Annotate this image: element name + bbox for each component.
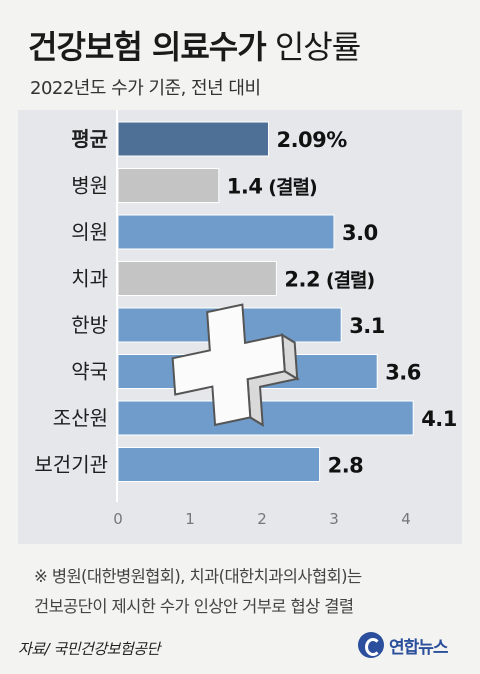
title-strong: 건강보험 의료수가 [28,28,267,66]
value-label: 1.4 [227,175,263,199]
category-label: 조산원 [53,406,108,430]
tick-label: 2 [257,510,267,528]
category-label: 의원 [71,220,108,244]
tick-label: 3 [329,510,339,528]
value-label: 3.1 [349,314,385,338]
tick-label: 0 [113,510,123,528]
chart-panel: 평균 2.09% 병원 1.4 (결렬) 의원 3.0 치과 2.2 (결렬) 한방 3.1 약국 3.6… [18,110,462,544]
chart-subtitle: 2022년도 수가 기준, 전년 대비 [30,78,261,99]
category-label: 평균 [71,127,108,151]
bar-annotation: (결렬) [268,177,317,199]
value-label: 2.09% [276,128,347,152]
value-label: 2.8 [328,454,364,478]
tick-label: 4 [401,510,411,528]
title-light: 인상률 [274,28,361,66]
source-credit: 자료/ 국민건강보험공단 [18,640,160,658]
label-separator [116,110,118,502]
bar-annotation: (결렬) [326,270,375,292]
value-label: 2.2 [284,268,320,292]
category-label: 보건기관 [34,453,108,477]
logo-text: 연합뉴스 [389,637,449,658]
bar [117,400,414,436]
yonhap-logo-icon [358,632,384,658]
yonhap-logo: 연합뉴스 [358,632,449,658]
bar [117,261,277,296]
bar [117,168,220,203]
category-label: 한방 [71,313,108,337]
footnote-line-1: ※ 병원(대한병원협회), 치과(대한치과의사협회)는 [34,567,362,586]
footnote: ※ 병원(대한병원협회), 치과(대한치과의사협회)는 건보공단이 제시한 수가… [34,562,464,622]
bar [117,214,335,250]
tick-label: 1 [185,510,195,528]
value-label: 3.6 [385,361,421,385]
footnote-line-2: 건보공단이 제시한 수가 인상안 거부로 협상 결렬 [34,597,354,616]
bar [117,447,321,482]
value-label: 3.0 [342,221,378,245]
value-label: 4.1 [421,407,457,431]
category-label: 치과 [71,267,108,291]
bar [117,121,269,157]
category-label: 병원 [71,174,108,198]
bar-chart: 평균 2.09%병원 1.4 (결렬)의원 3.0치과 2.2 (결렬)한방 3.1약국 3.6… [34,110,457,528]
category-label: 약국 [71,360,108,384]
medical-cross-icon [171,303,300,427]
chart-title: 건강보험 의료수가 인상률 [28,22,361,68]
